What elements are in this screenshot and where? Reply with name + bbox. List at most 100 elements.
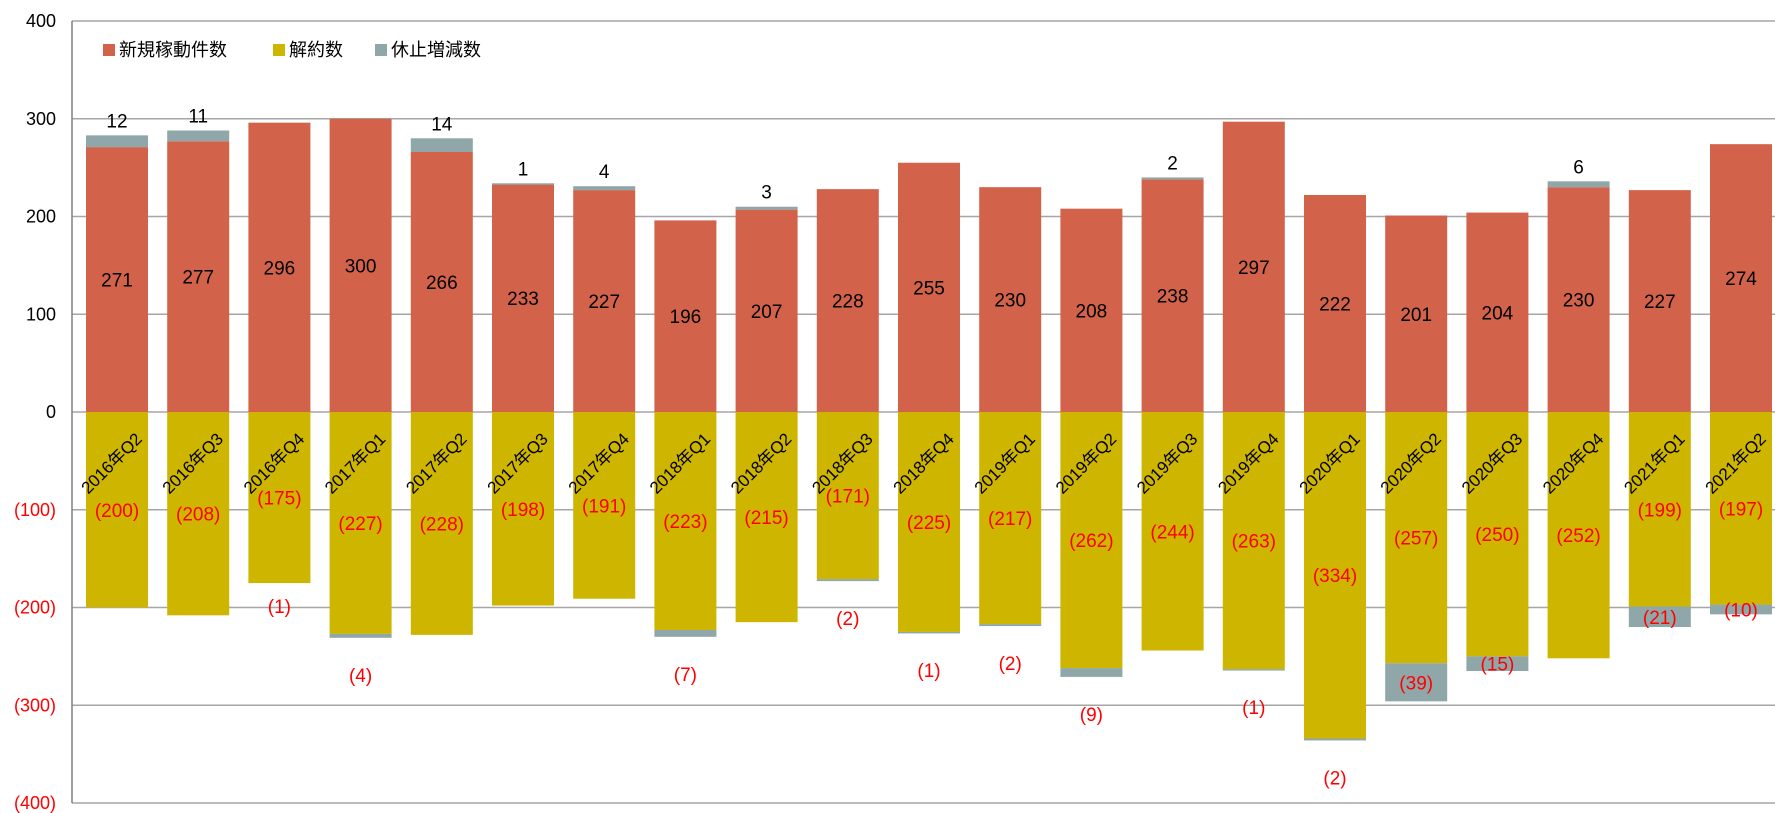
data-label-suspension-change: (2)	[836, 609, 859, 630]
data-label-suspension-change: (1)	[917, 661, 940, 682]
bar-suspension-change	[1547, 181, 1610, 188]
data-label-cancellations: (250)	[1475, 525, 1519, 546]
data-label-new-contracts: 297	[1238, 258, 1270, 279]
data-label-cancellations: (228)	[420, 514, 464, 535]
bar-cancellations	[1222, 412, 1285, 670]
bar-suspension-change	[492, 183, 554, 185]
bar-suspension-change	[654, 629, 717, 637]
bar-suspension-change	[735, 206, 798, 210]
bar-new-contracts	[167, 141, 230, 413]
data-label-suspension-change: (39)	[1399, 673, 1433, 694]
bar-suspension-change	[1060, 668, 1123, 677]
bar-suspension-change	[898, 631, 960, 634]
bar-suspension-change	[1222, 669, 1285, 671]
data-label-new-contracts: 274	[1725, 269, 1757, 290]
bar-cancellations	[86, 412, 148, 608]
legend-label: 休止増減数	[391, 40, 481, 60]
bar-suspension-change	[86, 135, 148, 148]
bar-cancellations	[898, 412, 960, 632]
bar-suspension-change	[1466, 656, 1529, 672]
bar-cancellations	[1547, 412, 1610, 659]
y-tick-label: 0	[46, 402, 56, 422]
bar-new-contracts	[1060, 208, 1123, 412]
bar-suspension-change	[816, 579, 879, 582]
bar-new-contracts	[573, 190, 636, 412]
data-label-cancellations: (334)	[1313, 566, 1357, 587]
data-label-suspension-change: 14	[431, 114, 453, 135]
data-label-cancellations: (197)	[1719, 499, 1763, 520]
data-label-new-contracts: 227	[1644, 292, 1676, 313]
y-tick-label: 300	[26, 109, 56, 129]
y-tick-label: 100	[26, 304, 56, 324]
y-tick-label: (200)	[14, 598, 56, 618]
data-label-cancellations: (252)	[1556, 526, 1600, 547]
data-label-suspension-change: 6	[1573, 157, 1584, 178]
data-label-suspension-change: 12	[106, 111, 127, 132]
bar-new-contracts	[979, 187, 1042, 412]
data-label-suspension-change: (7)	[674, 665, 697, 686]
bar-new-contracts	[898, 162, 960, 412]
data-label-new-contracts: 208	[1076, 301, 1108, 322]
data-label-new-contracts: 230	[994, 291, 1026, 312]
data-label-suspension-change: 2	[1167, 153, 1178, 174]
bar-new-contracts	[1385, 215, 1448, 412]
bar-new-contracts	[1710, 144, 1772, 413]
data-label-cancellations: (257)	[1394, 529, 1438, 550]
y-tick-label: (300)	[14, 695, 56, 715]
data-label-suspension-change: (1)	[268, 597, 291, 618]
data-label-new-contracts: 233	[507, 289, 539, 310]
data-label-new-contracts: 266	[426, 273, 458, 294]
bar-cancellations	[1060, 412, 1123, 669]
bar-suspension-change	[573, 186, 636, 191]
data-label-suspension-change: (15)	[1481, 655, 1515, 676]
bar-cancellations	[1628, 412, 1691, 607]
data-label-cancellations: (262)	[1069, 531, 1113, 552]
bar-new-contracts	[654, 220, 717, 412]
bar-cancellations	[654, 412, 717, 630]
bar-cancellations	[167, 412, 230, 616]
bar-new-contracts	[86, 147, 148, 412]
y-tick-label: 400	[26, 11, 56, 31]
bar-suspension-change	[1304, 738, 1366, 741]
legend-swatch	[103, 44, 115, 56]
data-label-suspension-change: 3	[761, 183, 772, 204]
legend-swatch	[273, 44, 285, 56]
data-label-suspension-change: (21)	[1643, 608, 1677, 629]
data-label-suspension-change: (2)	[999, 654, 1022, 675]
data-label-new-contracts: 222	[1319, 294, 1351, 315]
data-label-new-contracts: 255	[913, 278, 945, 299]
data-label-cancellations: (200)	[95, 501, 139, 522]
bar-cancellations	[410, 412, 473, 635]
data-label-new-contracts: 271	[101, 271, 133, 292]
data-label-cancellations: (244)	[1150, 522, 1194, 543]
bar-cancellations	[1466, 412, 1529, 657]
bar-suspension-change	[1141, 177, 1204, 180]
legend-label: 新規稼動件数	[119, 40, 227, 60]
bar-cancellations	[248, 412, 311, 584]
data-label-cancellations: (208)	[176, 505, 220, 526]
y-tick-label: 200	[26, 207, 56, 227]
bar-cancellations	[735, 412, 798, 623]
data-label-new-contracts: 238	[1157, 287, 1189, 308]
data-label-cancellations: (175)	[257, 489, 301, 510]
data-label-suspension-change: (10)	[1724, 600, 1758, 621]
data-label-cancellations: (223)	[663, 512, 707, 533]
data-label-suspension-change: 4	[599, 162, 610, 183]
bar-suspension-change	[410, 138, 473, 152]
bars	[86, 118, 1772, 741]
data-label-cancellations: (227)	[338, 514, 382, 535]
data-label-suspension-change: 11	[188, 106, 208, 127]
bar-new-contracts	[248, 122, 311, 412]
bar-suspension-change	[1710, 604, 1772, 615]
bar-suspension-change	[1385, 663, 1448, 702]
bar-new-contracts	[1628, 190, 1691, 412]
bar-suspension-change	[329, 633, 392, 638]
data-label-new-contracts: 227	[588, 292, 620, 313]
bar-new-contracts	[1304, 194, 1366, 412]
bar-new-contracts	[816, 189, 879, 412]
data-label-suspension-change: (2)	[1323, 768, 1346, 789]
bar-new-contracts	[1222, 121, 1285, 413]
bar-suspension-change	[979, 624, 1042, 627]
data-label-new-contracts: 207	[751, 302, 783, 323]
